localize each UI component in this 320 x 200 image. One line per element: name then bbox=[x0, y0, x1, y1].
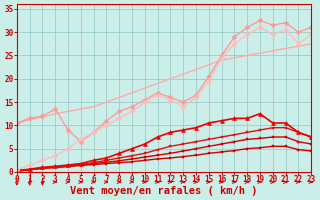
X-axis label: Vent moyen/en rafales ( km/h ): Vent moyen/en rafales ( km/h ) bbox=[70, 186, 258, 196]
